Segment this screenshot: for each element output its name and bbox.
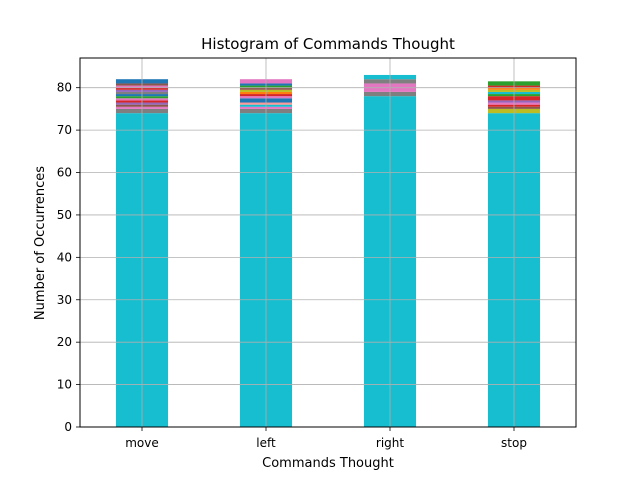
y-tick-label: 20 <box>57 335 72 349</box>
y-tick-label: 0 <box>64 420 72 434</box>
x-tick-label-left: left <box>256 436 276 450</box>
y-tick-label: 70 <box>57 123 72 137</box>
y-tick-label: 10 <box>57 378 72 392</box>
plot-area: move left right stop 0 10 20 30 40 50 60 70 80 <box>57 57 577 450</box>
chart-title: Histogram of Commands Thought <box>201 35 455 53</box>
y-ticks: 0 10 20 30 40 50 60 70 80 <box>57 81 80 434</box>
y-tick-label: 60 <box>57 166 72 180</box>
y-axis-label: Number of Occurrences <box>33 166 48 320</box>
y-tick-label: 40 <box>57 250 72 264</box>
x-tick-label-stop: stop <box>501 436 527 450</box>
y-tick-label: 50 <box>57 208 72 222</box>
x-ticks: move left right stop <box>125 427 527 450</box>
x-tick-label-right: right <box>376 436 404 450</box>
x-axis-label: Commands Thought <box>262 456 394 471</box>
axes-frame <box>79 57 577 428</box>
x-tick-label-move: move <box>125 436 159 450</box>
y-tick-label: 80 <box>57 81 72 95</box>
y-tick-label: 30 <box>57 293 72 307</box>
